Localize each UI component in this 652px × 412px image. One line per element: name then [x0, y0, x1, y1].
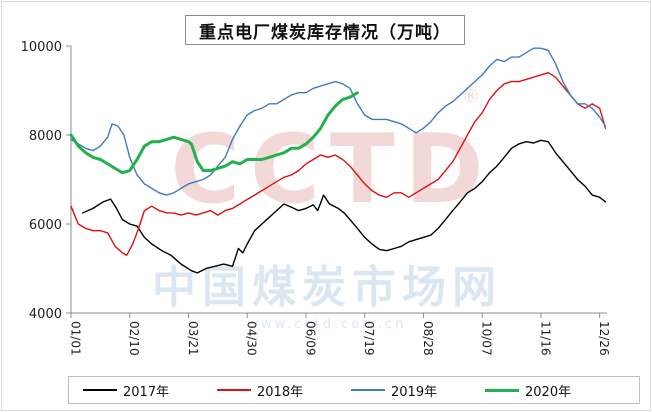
- series-layer: [69, 47, 607, 274]
- y-tick-label: 4000: [29, 307, 62, 322]
- watermark-brand: CCTD: [170, 115, 493, 225]
- legend-item-2017: 2017年: [83, 377, 169, 403]
- watermark: CCTD ® 中国煤炭市场网 www.cctd.com.cn: [152, 86, 502, 332]
- chart-title-box: 重点电厂煤炭库存情况（万吨）: [185, 15, 465, 45]
- legend-item-2019: 2019年: [351, 377, 437, 403]
- x-tick-label: 01/01: [69, 321, 83, 356]
- legend-label: 2017年: [123, 384, 170, 400]
- y-tick-label: 10000: [21, 40, 62, 55]
- legend-label: 2020年: [525, 384, 572, 400]
- x-tick-label: 12/26: [597, 321, 611, 356]
- series-line-2019: [70, 47, 607, 196]
- x-tick-label: 11/16: [538, 321, 552, 356]
- axes: 4000 6000 8000 10000 01/01 02/10 03/21 04/30 06/…: [21, 40, 612, 356]
- series-line-2020: [69, 91, 359, 175]
- x-tick-label: 04/30: [245, 321, 259, 356]
- legend-item-2018: 2018年: [217, 377, 303, 403]
- watermark-url: www.cctd.com.cn: [248, 317, 407, 332]
- chart-title: 重点电厂煤炭库存情况（万吨）: [199, 22, 451, 43]
- legend-swatch: [485, 388, 519, 392]
- legend-item-2020: 2020年: [485, 377, 571, 403]
- watermark-registered: ®: [462, 86, 480, 107]
- x-tick-label: 10/07: [480, 321, 494, 356]
- y-tick-label: 6000: [29, 218, 62, 233]
- series-line-2017: [82, 139, 607, 274]
- legend: 2017年 2018年 2019年 2020年: [68, 376, 640, 404]
- y-tick-label: 8000: [29, 129, 62, 144]
- legend-label: 2019年: [391, 384, 438, 400]
- x-tick-label: 06/09: [303, 321, 317, 356]
- legend-swatch: [83, 389, 117, 391]
- legend-swatch: [351, 389, 385, 391]
- x-tick-label: 03/21: [186, 321, 200, 356]
- legend-label: 2018年: [257, 384, 304, 400]
- series-line-2018: [70, 72, 607, 256]
- legend-swatch: [217, 389, 251, 391]
- x-tick-label: 02/10: [127, 321, 141, 356]
- x-tick-label: 08/28: [421, 321, 435, 356]
- x-tick-label: 07/19: [362, 321, 376, 356]
- watermark-chinese: 中国煤炭市场网: [152, 262, 502, 313]
